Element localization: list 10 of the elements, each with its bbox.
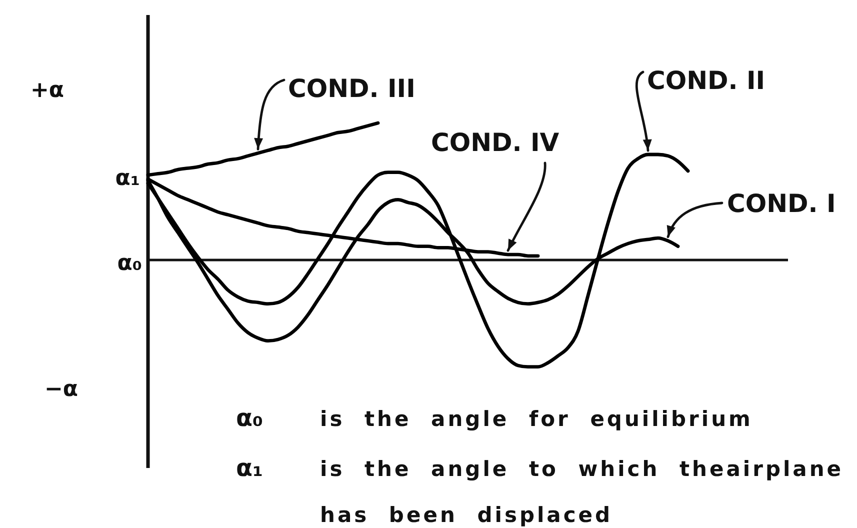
text: COND. II bbox=[647, 66, 766, 95]
text: α₁ bbox=[115, 166, 140, 191]
text: α₀ is the angle for equilibrium bbox=[236, 404, 753, 432]
text: α₁ is the angle to which theairplane has been displaced bbox=[236, 454, 844, 527]
text: COND. I bbox=[727, 189, 836, 218]
series-label: COND. III bbox=[288, 74, 416, 103]
text: COND. IV bbox=[431, 128, 560, 157]
text: −α bbox=[44, 377, 78, 402]
text: +α bbox=[30, 78, 64, 103]
text: α₀ bbox=[117, 251, 142, 276]
